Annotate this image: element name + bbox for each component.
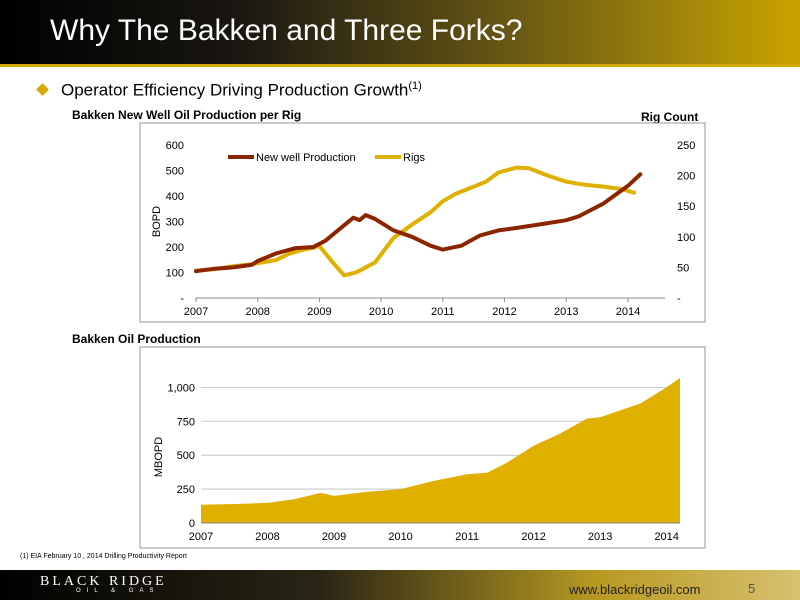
chart1-x-tick-label: 2012 (492, 306, 516, 318)
page-number: 5 (748, 581, 756, 596)
chart1-legend-label: Rigs (403, 152, 426, 164)
chart1-y2-tick-label: 100 (677, 232, 695, 244)
chart1-y2-tick-label: 200 (677, 171, 695, 183)
chart1-y-axis-label: BOPD (151, 206, 163, 237)
chart2-title: Bakken Oil Production (72, 332, 201, 346)
chart1-secondary-axis-title: Rig Count (641, 110, 699, 124)
footnote: (1) EIA February 10 , 2014 Drilling Prod… (20, 553, 187, 560)
slide-title: Why The Bakken and Three Forks? (50, 14, 523, 47)
chart1-x-tick-label: 2011 (431, 306, 455, 318)
chart1-y2-tick-label: 150 (677, 201, 695, 213)
chart2-y-tick-label: 750 (177, 416, 195, 428)
chart2-x-tick-label: 2011 (455, 531, 479, 543)
chart1-x-tick-label: 2007 (184, 306, 208, 318)
chart2-series-area (201, 377, 680, 523)
chart1-series-line-rigs (194, 165, 637, 278)
website-link[interactable]: www.blackridgeoil.com (569, 582, 701, 597)
company-logo: BLACK RIDGE OIL & GAS (40, 574, 167, 594)
chart2-y-tick-label: 250 (177, 484, 195, 496)
chart1-title: Bakken New Well Oil Production per Rig (72, 108, 302, 122)
chart2-x-tick-label: 2013 (588, 531, 612, 543)
chart1-y-tick-label: 500 (166, 166, 184, 178)
footer-bar (0, 570, 800, 600)
chart1-legend-label: New well Production (256, 152, 356, 164)
chart2-x-tick-label: 2009 (322, 531, 346, 543)
title-bar: Why The Bakken and Three Forks? (0, 0, 800, 64)
chart1-x-tick-label: 2009 (307, 306, 331, 318)
bullet-text: Operator Efficiency Driving Production G… (61, 80, 409, 100)
chart2-y-axis-label: MBOPD (153, 437, 165, 477)
chart1-y-tick-label: 200 (166, 242, 184, 254)
chart1-y-tick-label: 600 (166, 140, 184, 152)
logo-wordmark: BLACK RIDGE (40, 574, 167, 589)
chart1-x-tick-label: 2010 (369, 306, 393, 318)
chart-oil-production: 0 250 500 750 1,000 2007 2008 2009 2010 2011 2012 2… (139, 346, 706, 549)
chart2-y-tick-label: 1,000 (167, 382, 195, 394)
chart1-x-tick-label: 2013 (554, 306, 578, 318)
chart-rig-productivity: - 100 200 300 400 500 600 - 50 100 150 200 250 2007 20… (139, 122, 706, 323)
chart1-y2-tick-label: - (677, 293, 681, 305)
chart1-x-tick-label: 2008 (245, 306, 269, 318)
chart1-y2-tick-label: 250 (677, 140, 695, 152)
title-divider (0, 64, 800, 67)
chart2-x-tick-label: 2012 (521, 531, 545, 543)
chart2-y-tick-label: 0 (189, 518, 195, 530)
chart1-y-tick-label: 400 (166, 191, 184, 203)
chart1-series-line-new-well-production (194, 172, 643, 274)
chart2-y-tick-label: 500 (177, 450, 195, 462)
chart1-x-tick-label: 2014 (616, 306, 640, 318)
chart1-y2-tick-label: 50 (677, 262, 689, 274)
chart1-y-tick-label: 100 (166, 268, 184, 280)
chart1-y-tick-label: - (180, 293, 184, 305)
chart2-x-tick-label: 2014 (654, 531, 678, 543)
chart2-x-tick-label: 2010 (388, 531, 412, 543)
bullet-point: Operator Efficiency Driving Production G… (36, 80, 422, 101)
chart2-x-tick-label: 2007 (189, 531, 213, 543)
chart2-x-tick-label: 2008 (255, 531, 279, 543)
logo-subtitle: OIL & GAS (76, 588, 160, 594)
bullet-footnote-ref: (1) (408, 80, 422, 92)
chart1-y-tick-label: 300 (166, 217, 184, 229)
